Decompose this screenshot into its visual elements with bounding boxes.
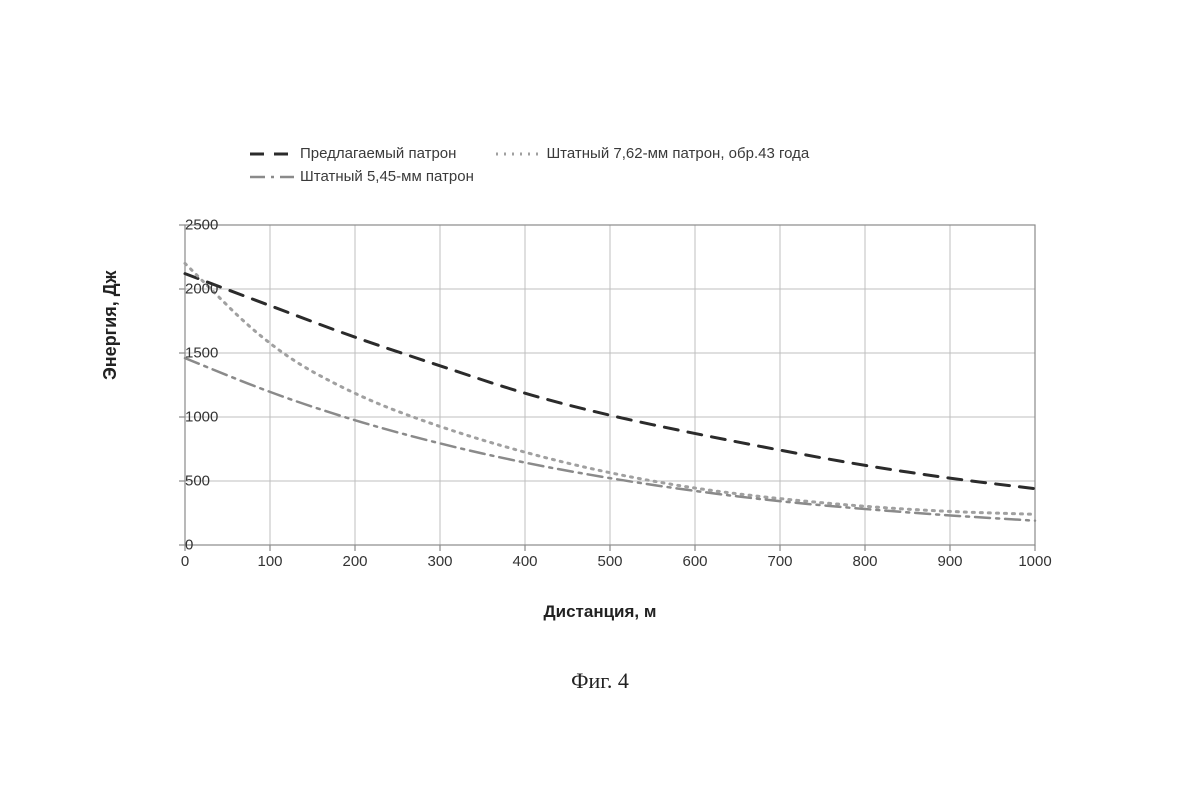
x-tick-label: 200 (342, 553, 367, 570)
y-axis-label: Энергия, Дж (100, 271, 121, 380)
chart-legend: Предлагаемый патрон Штатный 7,62-мм патр… (250, 145, 1020, 185)
legend-label-proposed: Предлагаемый патрон (300, 145, 456, 162)
x-tick-label: 500 (597, 553, 622, 570)
legend-swatch-762 (496, 147, 540, 161)
chart-plot-area (135, 215, 1045, 575)
legend-swatch-545 (250, 170, 294, 184)
x-tick-label: 100 (257, 553, 282, 570)
x-tick-label: 300 (427, 553, 452, 570)
x-tick-label: 800 (852, 553, 877, 570)
x-tick-label: 1000 (1018, 553, 1051, 570)
figure-caption: Фиг. 4 (0, 668, 1200, 694)
x-tick-label: 400 (512, 553, 537, 570)
energy-vs-distance-chart: 0500100015002000250001002003004005006007… (135, 215, 1055, 575)
x-tick-label: 600 (682, 553, 707, 570)
x-tick-label: 0 (181, 553, 189, 570)
legend-item-proposed: Предлагаемый патрон (250, 145, 456, 162)
legend-item-762: Штатный 7,62-мм патрон, обр.43 года (496, 145, 809, 162)
x-tick-label: 900 (937, 553, 962, 570)
x-tick-label: 700 (767, 553, 792, 570)
legend-label-762: Штатный 7,62-мм патрон, обр.43 года (546, 145, 809, 162)
legend-label-545: Штатный 5,45-мм патрон (300, 168, 474, 185)
x-axis-label: Дистанция, м (0, 602, 1200, 622)
legend-swatch-proposed (250, 147, 294, 161)
legend-item-545: Штатный 5,45-мм патрон (250, 168, 1020, 185)
